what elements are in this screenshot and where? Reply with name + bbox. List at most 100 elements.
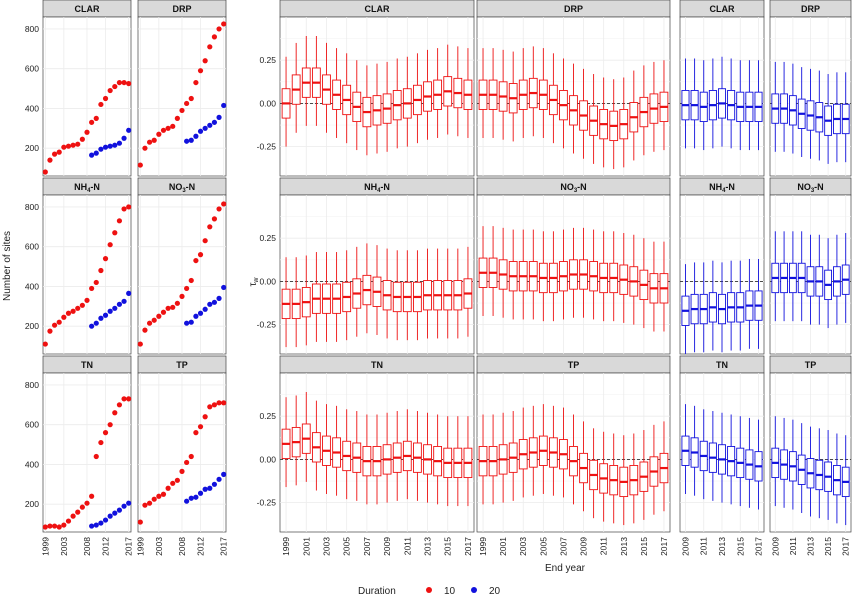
count-point-d10 (184, 285, 190, 292)
count-point-d10 (170, 480, 176, 486)
count-point-d10 (156, 493, 162, 499)
count-point-d10 (151, 137, 157, 143)
legend-title: Duration (358, 586, 396, 596)
count-point-d20 (197, 490, 204, 496)
count-xtick-label: 2008 (82, 537, 92, 556)
count-point-d10 (75, 305, 81, 311)
tau-xtick-label: 2009 (770, 537, 780, 556)
legend-label-d20: 20 (489, 586, 501, 596)
tau-xtick-label: 2003 (321, 537, 331, 556)
count-point-d10 (107, 242, 113, 248)
count-point-d20 (98, 520, 104, 526)
count-point-d10 (216, 206, 222, 212)
count-point-d10 (193, 257, 199, 264)
count-point-d10 (84, 129, 90, 135)
tau-xtick-label: 2005 (538, 537, 548, 556)
tau-xtick-label: 2011 (402, 537, 412, 556)
count-point-d10 (165, 485, 171, 491)
count-point-d20 (221, 284, 227, 291)
tau-panel-NO3-N-strip-label: NO3-N (797, 182, 823, 194)
count-point-d10 (146, 320, 153, 326)
count-point-d10 (56, 524, 62, 530)
count-xtick-label: 2003 (59, 537, 69, 556)
count-point-d10 (202, 58, 208, 64)
count-point-d20 (202, 486, 208, 492)
count-point-d10 (89, 119, 95, 125)
tau-panel-CLAR-strip-label: CLAR (365, 4, 390, 14)
tau-xtick-label: 2009 (382, 537, 392, 556)
count-panel-TN-strip-label: TN (81, 360, 93, 370)
count-point-d10 (47, 523, 53, 529)
count-point-d20 (202, 125, 208, 131)
tau-xtick-label: 2017 (659, 537, 669, 556)
count-point-d20 (211, 299, 218, 305)
count-point-d20 (116, 140, 123, 146)
count-point-d20 (221, 102, 227, 109)
tau-xtick-label: 2017 (463, 537, 473, 556)
count-point-d10 (121, 206, 127, 212)
count-axis-title: Number of sites (2, 231, 13, 301)
count-point-d10 (89, 493, 95, 499)
count-point-d20 (112, 142, 118, 148)
tau-xtick-label: 2017 (754, 537, 764, 556)
count-point-d10 (146, 139, 153, 145)
count-point-d20 (202, 306, 208, 312)
count-point-d10 (75, 509, 81, 515)
tau-xtick-label: 2001 (301, 537, 311, 556)
count-point-d10 (156, 313, 162, 319)
tau-xtick-label: 2007 (362, 537, 372, 556)
count-point-d20 (93, 150, 99, 156)
count-point-d20 (116, 507, 123, 513)
count-point-d10 (193, 430, 199, 436)
count-point-d10 (188, 95, 194, 102)
count-point-d10 (174, 115, 180, 121)
count-point-d10 (79, 504, 85, 510)
tau-ytick-label: 0.00 (259, 98, 276, 108)
tau-ytick-label: -0.25 (257, 498, 277, 508)
tau-panel-TP-strip-label: TP (805, 360, 817, 370)
count-point-d20 (102, 312, 109, 318)
count-point-d10 (142, 327, 148, 333)
count-point-d20 (93, 522, 99, 528)
count-point-d10 (65, 310, 72, 316)
count-point-d20 (184, 138, 190, 144)
count-point-d20 (102, 517, 109, 523)
count-xtick-label: 2003 (154, 537, 164, 556)
count-point-d10 (42, 524, 48, 530)
count-point-d20 (184, 320, 190, 326)
count-point-d10 (216, 400, 222, 406)
tau-panel-NO3-N-strip-label: NO3-N (560, 182, 586, 194)
count-point-d10 (202, 238, 208, 244)
tau-ytick-label: 0.25 (259, 411, 276, 421)
count-xtick-label: 1999 (40, 537, 50, 556)
tau-xtick-label: 2013 (619, 537, 629, 556)
count-point-d10 (116, 79, 123, 86)
count-ytick-label: 800 (25, 380, 39, 390)
count-point-d20 (112, 510, 118, 516)
count-point-d10 (56, 319, 62, 325)
count-xtick-label: 2017 (219, 537, 229, 556)
count-point-d10 (221, 21, 227, 27)
count-point-d10 (160, 491, 167, 497)
count-point-d10 (112, 83, 118, 90)
count-point-d10 (184, 100, 190, 107)
tau-xtick-label: 2013 (806, 537, 816, 556)
count-point-d20 (197, 128, 204, 134)
count-ytick-label: 400 (25, 459, 39, 469)
tau-panel-DRP-strip-label: DRP (564, 4, 583, 14)
count-point-d20 (193, 133, 199, 139)
tau-xtick-label: 2013 (717, 537, 727, 556)
legend-key-d20 (471, 587, 477, 593)
count-point-d20 (188, 495, 194, 501)
count-point-d10 (174, 477, 180, 483)
count-ytick-label: 600 (25, 242, 39, 252)
tau-xtick-label: 2003 (518, 537, 528, 556)
count-point-d20 (126, 290, 132, 296)
tau-xtick-label: 2013 (423, 537, 433, 556)
count-point-d10 (221, 201, 227, 207)
count-point-d10 (51, 322, 58, 328)
tau-axis-title: τw (248, 277, 260, 287)
tau-ytick-label: 0.25 (259, 233, 276, 243)
count-point-d10 (211, 216, 218, 222)
count-point-d10 (207, 404, 213, 410)
